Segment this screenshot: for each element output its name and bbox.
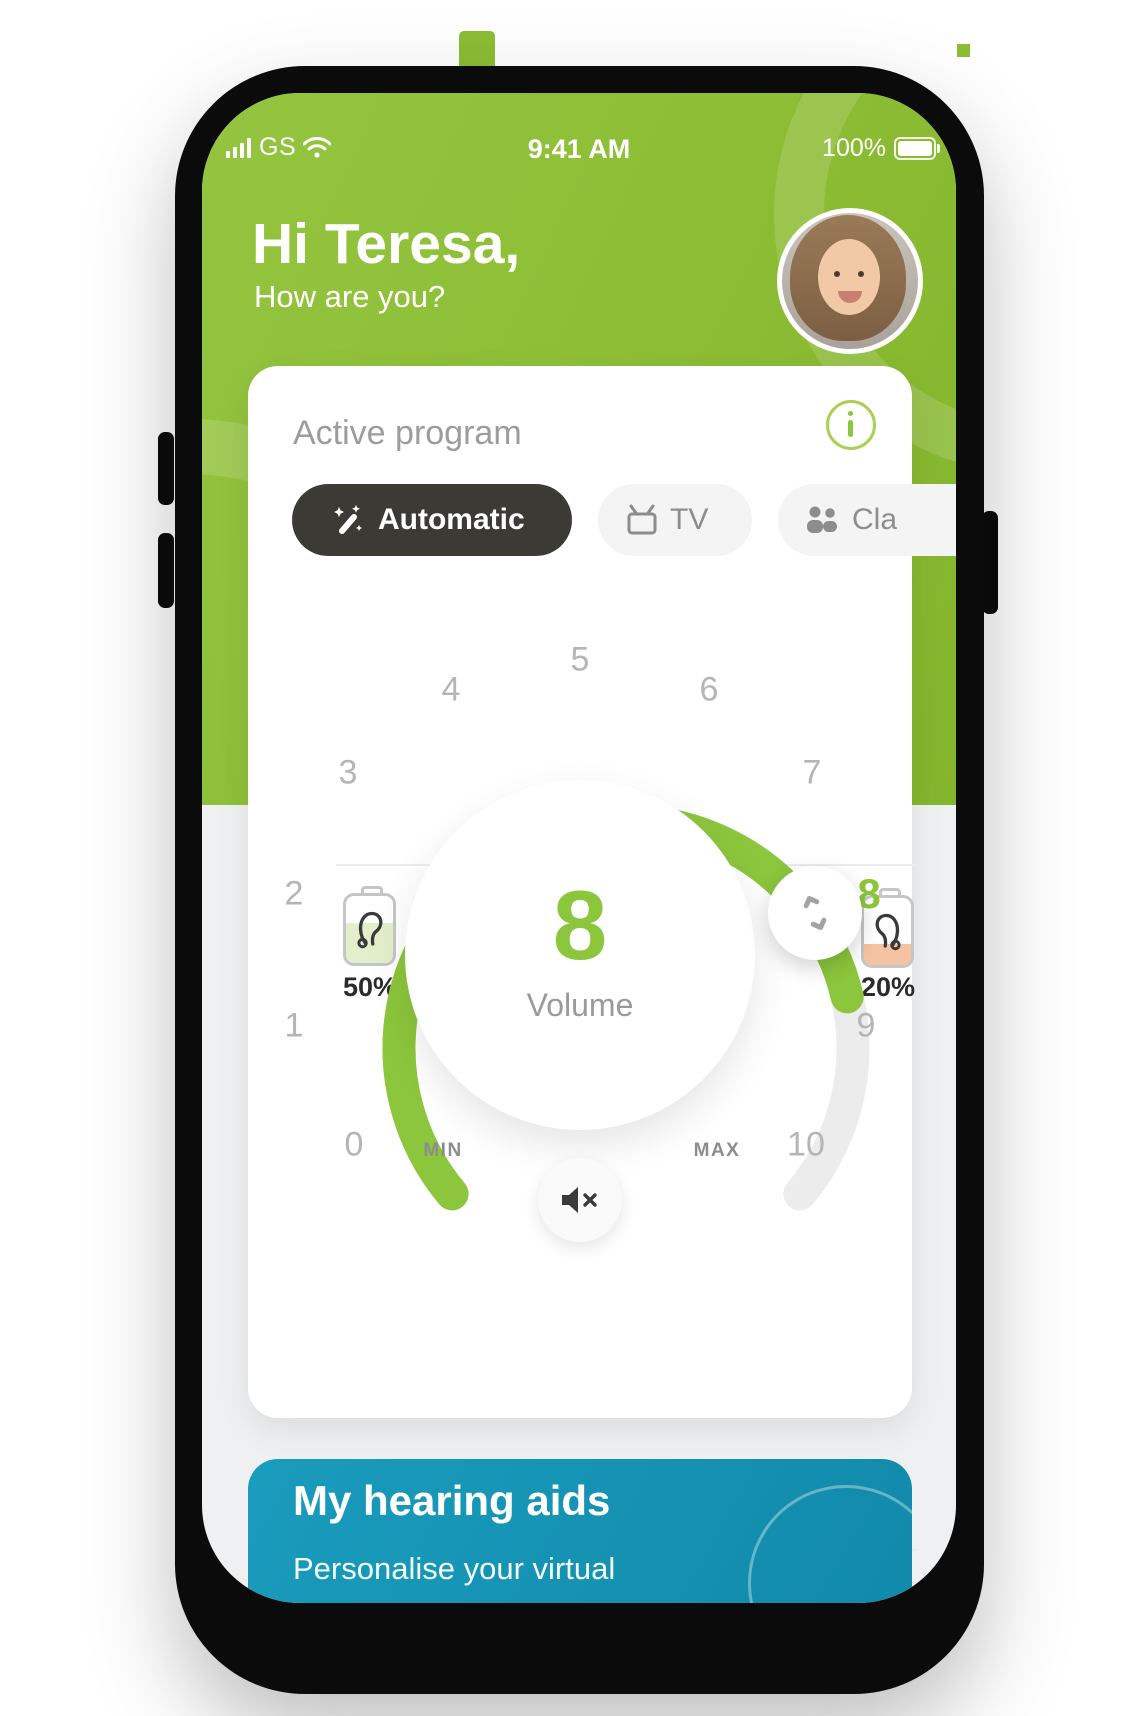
avatar-eye xyxy=(834,271,840,277)
avatar-face xyxy=(818,239,880,315)
phone-volume-down-button xyxy=(158,533,174,608)
my-hearing-aids-card[interactable]: My hearing aids Personalise your virtual xyxy=(248,1459,912,1603)
phone-frame: GS 9:41 AM 100% Hi Teresa, How are you? xyxy=(175,66,984,1694)
left-battery-fill xyxy=(346,923,393,963)
volume-label: Volume xyxy=(526,987,634,1023)
my-hearing-aids-title: My hearing aids xyxy=(293,1477,611,1524)
phone-screen: GS 9:41 AM 100% Hi Teresa, How are you? xyxy=(202,93,956,1603)
dial-tick: 7 xyxy=(802,753,822,792)
volume-display-disc xyxy=(405,780,755,1130)
people-icon xyxy=(807,506,837,533)
program-chip-label: TV xyxy=(670,503,709,536)
status-bar: GS 9:41 AM 100% xyxy=(202,129,956,169)
min-label: MIN xyxy=(423,1140,463,1161)
volume-value: 8 xyxy=(552,870,608,980)
carrier-cluster: GS xyxy=(226,133,332,162)
mute-button[interactable] xyxy=(538,1158,622,1242)
program-chip-tv[interactable]: TV xyxy=(598,484,752,556)
avatar-smile xyxy=(838,291,862,303)
muted-speaker-icon xyxy=(562,1187,597,1213)
dial-tick: 6 xyxy=(699,670,719,709)
avatar[interactable] xyxy=(777,208,923,354)
right-battery-fill xyxy=(864,944,911,965)
greeting-title: Hi Teresa, xyxy=(252,212,521,276)
program-chip-classroom[interactable]: Cla xyxy=(778,484,956,556)
phone-power-button xyxy=(982,511,998,614)
dial-tick: 10 xyxy=(787,1125,825,1164)
dial-tick: 9 xyxy=(856,1006,876,1045)
signal-strength-icon xyxy=(226,137,251,158)
carrier-label: GS xyxy=(259,133,297,161)
program-chips-row: Automatic TV Cla xyxy=(202,484,956,556)
wifi-icon xyxy=(303,137,332,158)
dial-tick: 5 xyxy=(570,640,590,679)
clock: 9:41 AM xyxy=(527,134,631,164)
dial-tick: 0 xyxy=(344,1125,364,1164)
dial-tick: 2 xyxy=(284,874,304,913)
avatar-eye xyxy=(858,271,864,277)
dial-tick: 3 xyxy=(338,753,358,792)
volume-dial-handle[interactable] xyxy=(768,866,862,960)
tv-icon xyxy=(627,504,657,535)
hearing-aid-outline-decoration xyxy=(748,1485,912,1603)
phone-volume-up-button xyxy=(158,432,174,505)
right-hearing-aid-icon xyxy=(868,906,908,963)
my-hearing-aids-subtitle: Personalise your virtual xyxy=(293,1551,616,1586)
right-battery-level: 20% xyxy=(860,972,916,1002)
dial-tick: 4 xyxy=(441,670,461,709)
left-hearing-aid-icon xyxy=(350,904,390,961)
program-chip-label: Automatic xyxy=(378,503,525,536)
max-label: MAX xyxy=(693,1140,741,1161)
battery-icon xyxy=(894,137,940,160)
program-chip-label: Cla xyxy=(852,503,898,536)
background-decoration xyxy=(957,44,970,57)
dial-tick: 1 xyxy=(284,1006,304,1045)
dial-tick-selected: 8 xyxy=(857,870,881,917)
greeting-subtitle: How are you? xyxy=(254,279,446,314)
battery-cluster: 100% xyxy=(822,134,940,163)
program-chip-automatic[interactable]: Automatic xyxy=(292,484,572,556)
card-title: Active program xyxy=(293,414,522,452)
rotate-handle-icon xyxy=(803,895,827,931)
magic-wand-icon xyxy=(334,505,362,534)
right-hearing-aid-battery xyxy=(861,895,914,968)
battery-percent: 100% xyxy=(822,134,886,162)
left-hearing-aid-battery xyxy=(343,893,396,966)
info-icon[interactable] xyxy=(826,400,876,450)
